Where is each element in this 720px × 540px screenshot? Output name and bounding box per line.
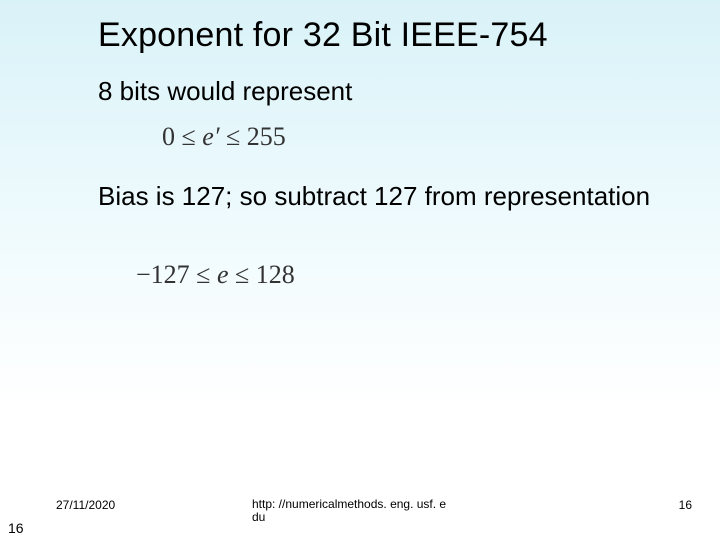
eq2-suffix: ≤ 128 (228, 260, 294, 289)
body-line-2: Bias is 127; so subtract 127 from repres… (98, 180, 660, 213)
footer-url: http: //numericalmethods. eng. usf. e du (252, 498, 452, 524)
footer-page-right: 16 (679, 498, 692, 512)
equation-2: −127 ≤ e ≤ 128 (136, 260, 295, 290)
footer-date: 27/11/2020 (56, 498, 115, 512)
footer-page-left: 16 (8, 520, 24, 536)
footer-url-line2: du (252, 510, 265, 524)
eq1-prefix: 0 ≤ (162, 122, 202, 151)
eq1-suffix: ≤ 255 (220, 122, 286, 151)
slide-title: Exponent for 32 Bit IEEE-754 (98, 16, 548, 55)
footer-url-line1: http: //numericalmethods. eng. usf. e (252, 497, 446, 511)
eq1-var: e′ (202, 122, 219, 151)
eq2-var: e (217, 260, 229, 289)
equation-1: 0 ≤ e′ ≤ 255 (162, 122, 286, 152)
eq2-prefix: −127 ≤ (136, 260, 217, 289)
body-line-1: 8 bits would represent (98, 76, 352, 107)
